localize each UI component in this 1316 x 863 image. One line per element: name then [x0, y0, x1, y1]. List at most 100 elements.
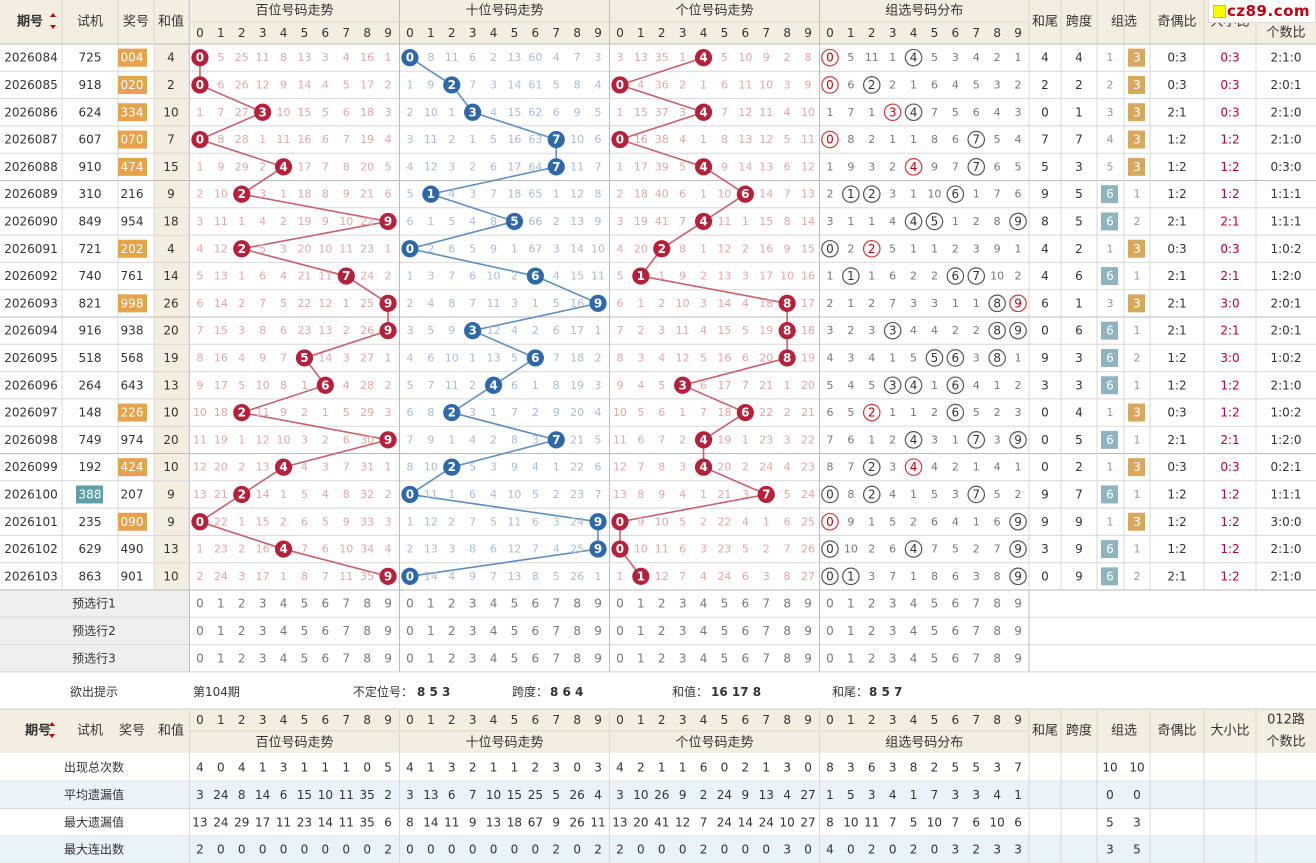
preselect-digit[interactable]: 1 [427, 624, 435, 638]
preselect-digit[interactable]: 9 [804, 597, 812, 611]
preselect-digit[interactable]: 2 [238, 624, 246, 638]
preselect-digit[interactable]: 9 [804, 624, 812, 638]
preselect-digit[interactable]: 0 [616, 651, 624, 665]
preselect-digit[interactable]: 4 [490, 651, 498, 665]
sort-arrows-icon[interactable] [49, 722, 55, 738]
preselect-digit[interactable]: 1 [427, 651, 435, 665]
preselect-digit[interactable]: 4 [280, 651, 288, 665]
preselect-digit[interactable]: 8 [573, 651, 581, 665]
preselect-digit[interactable]: 6 [742, 624, 750, 638]
preselect-digit[interactable]: 2 [868, 624, 876, 638]
preselect-digit[interactable]: 2 [238, 597, 246, 611]
preselect-digit[interactable]: 5 [931, 651, 939, 665]
preselect-digit[interactable]: 3 [889, 597, 897, 611]
preselect-digit[interactable]: 9 [384, 624, 392, 638]
preselect-digit[interactable]: 5 [931, 624, 939, 638]
preselect-digit[interactable]: 0 [406, 597, 414, 611]
preselect-digit[interactable]: 7 [762, 624, 770, 638]
preselect-digit[interactable]: 6 [322, 651, 330, 665]
preselect-digit[interactable]: 1 [847, 624, 855, 638]
preselect-digit[interactable]: 2 [238, 651, 246, 665]
preselect-digit[interactable]: 0 [826, 624, 834, 638]
preselect-digit[interactable]: 9 [384, 651, 392, 665]
preselect-digit[interactable]: 1 [847, 597, 855, 611]
preselect-digit[interactable]: 2 [448, 624, 456, 638]
preselect-digit[interactable]: 6 [532, 651, 540, 665]
preselect-digit[interactable]: 4 [910, 597, 918, 611]
preselect-digit[interactable]: 0 [826, 651, 834, 665]
preselect-digit[interactable]: 6 [322, 624, 330, 638]
preselect-digit[interactable]: 0 [616, 624, 624, 638]
preselect-digit[interactable]: 3 [889, 624, 897, 638]
preselect-digit[interactable]: 7 [552, 597, 560, 611]
preselect-digit[interactable]: 7 [552, 651, 560, 665]
preselect-digit[interactable]: 3 [259, 651, 267, 665]
preselect-digit[interactable]: 6 [532, 597, 540, 611]
preselect-digit[interactable]: 6 [322, 597, 330, 611]
preselect-digit[interactable]: 9 [594, 651, 602, 665]
preselect-digit[interactable]: 4 [490, 597, 498, 611]
sort-arrows-icon[interactable] [50, 13, 56, 29]
preselect-digit[interactable]: 0 [196, 651, 204, 665]
preselect-digit[interactable]: 6 [952, 651, 960, 665]
preselect-digit[interactable]: 7 [762, 597, 770, 611]
preselect-digit[interactable]: 8 [993, 651, 1001, 665]
preselect-digit[interactable]: 9 [384, 597, 392, 611]
preselect-digit[interactable]: 8 [783, 597, 791, 611]
preselect-digit[interactable]: 9 [1014, 651, 1022, 665]
preselect-digit[interactable]: 2 [658, 624, 666, 638]
preselect-digit[interactable]: 4 [700, 651, 708, 665]
preselect-digit[interactable]: 4 [280, 624, 288, 638]
preselect-digit[interactable]: 8 [363, 597, 371, 611]
preselect-digit[interactable]: 6 [742, 651, 750, 665]
preselect-digit[interactable]: 1 [427, 597, 435, 611]
preselect-digit[interactable]: 5 [511, 624, 519, 638]
preselect-digit[interactable]: 3 [469, 624, 477, 638]
preselect-digit[interactable]: 2 [868, 651, 876, 665]
preselect-digit[interactable]: 4 [910, 651, 918, 665]
preselect-digit[interactable]: 5 [721, 651, 729, 665]
site-logo[interactable]: cz89.com [1208, 0, 1316, 23]
preselect-digit[interactable]: 7 [342, 597, 350, 611]
preselect-digit[interactable]: 0 [826, 597, 834, 611]
preselect-digit[interactable]: 8 [783, 651, 791, 665]
preselect-digit[interactable]: 8 [363, 651, 371, 665]
preselect-digit[interactable]: 7 [972, 597, 980, 611]
preselect-digit[interactable]: 2 [448, 651, 456, 665]
preselect-digit[interactable]: 8 [363, 624, 371, 638]
preselect-digit[interactable]: 8 [573, 624, 581, 638]
preselect-digit[interactable]: 2 [868, 597, 876, 611]
preselect-digit[interactable]: 8 [993, 624, 1001, 638]
preselect-digit[interactable]: 1 [637, 651, 645, 665]
preselect-digit[interactable]: 8 [993, 597, 1001, 611]
preselect-digit[interactable]: 5 [301, 624, 309, 638]
preselect-digit[interactable]: 5 [721, 624, 729, 638]
preselect-digit[interactable]: 1 [847, 651, 855, 665]
preselect-digit[interactable]: 1 [217, 597, 225, 611]
preselect-digit[interactable]: 7 [762, 651, 770, 665]
preselect-digit[interactable]: 1 [637, 624, 645, 638]
preselect-digit[interactable]: 3 [889, 651, 897, 665]
preselect-digit[interactable]: 7 [342, 624, 350, 638]
preselect-digit[interactable]: 3 [469, 597, 477, 611]
preselect-digit[interactable]: 0 [196, 597, 204, 611]
preselect-digit[interactable]: 4 [280, 597, 288, 611]
preselect-digit[interactable]: 5 [721, 597, 729, 611]
preselect-digit[interactable]: 7 [972, 651, 980, 665]
preselect-digit[interactable]: 5 [301, 597, 309, 611]
preselect-digit[interactable]: 9 [1014, 597, 1022, 611]
preselect-digit[interactable]: 9 [594, 597, 602, 611]
preselect-digit[interactable]: 3 [259, 597, 267, 611]
preselect-digit[interactable]: 4 [700, 624, 708, 638]
preselect-digit[interactable]: 1 [217, 651, 225, 665]
issue-header[interactable]: 期号 [17, 15, 43, 30]
preselect-digit[interactable]: 1 [217, 624, 225, 638]
preselect-digit[interactable]: 2 [448, 597, 456, 611]
preselect-digit[interactable]: 4 [910, 624, 918, 638]
preselect-digit[interactable]: 7 [552, 624, 560, 638]
preselect-digit[interactable]: 2 [658, 597, 666, 611]
preselect-digit[interactable]: 9 [1014, 624, 1022, 638]
preselect-digit[interactable]: 6 [742, 597, 750, 611]
preselect-digit[interactable]: 5 [931, 597, 939, 611]
preselect-digit[interactable]: 9 [594, 624, 602, 638]
